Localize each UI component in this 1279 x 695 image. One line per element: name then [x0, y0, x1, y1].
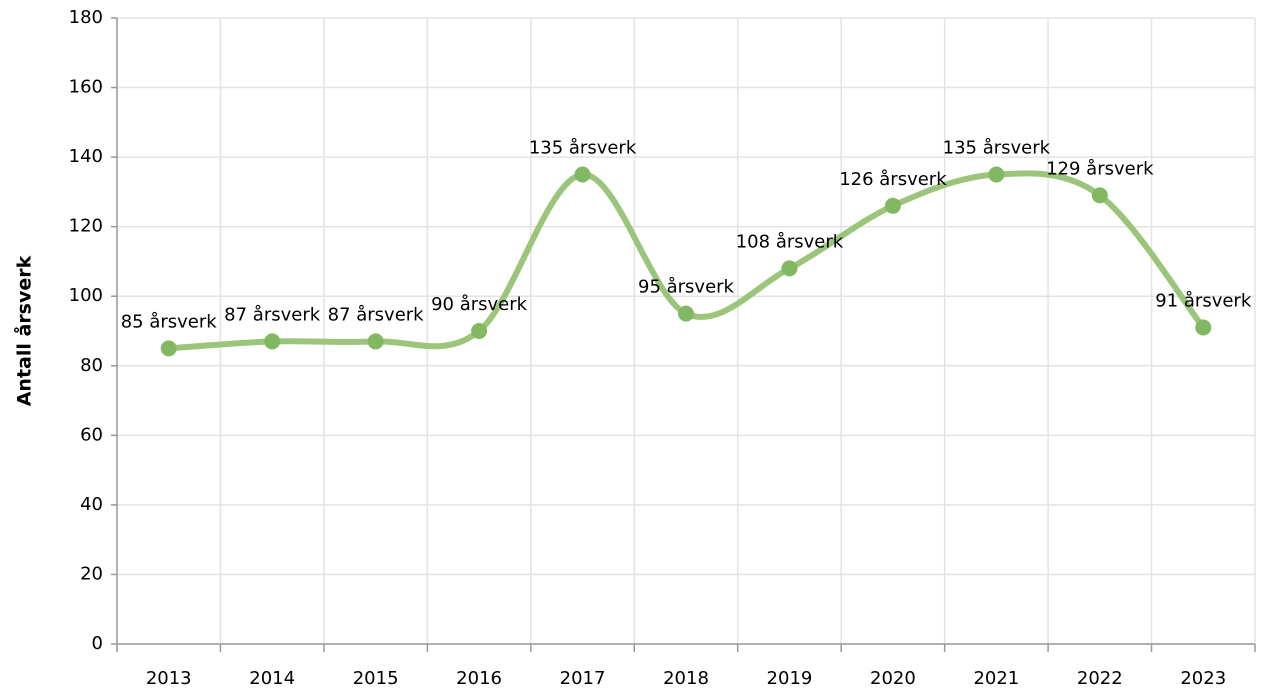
data-label: 95 årsverk [638, 277, 735, 298]
y-axis-label: Antall årsverk [12, 255, 36, 406]
point [367, 333, 384, 350]
x-tick-label: 2020 [870, 668, 916, 689]
data-label: 135 årsverk [529, 138, 637, 159]
data-label: 135 årsverk [943, 138, 1051, 159]
y-tick-label: 20 [80, 563, 103, 584]
point [988, 166, 1005, 183]
x-tick-label: 2015 [353, 668, 399, 689]
data-label: 85 årsverk [121, 311, 218, 332]
y-tick-label: 0 [92, 633, 103, 654]
x-tick-label: 2022 [1077, 668, 1123, 689]
data-label: 126 årsverk [839, 169, 947, 190]
point [884, 197, 901, 214]
data-label: 87 årsverk [328, 304, 425, 325]
x-tick-label: 2021 [973, 668, 1019, 689]
point [1091, 187, 1108, 204]
point [574, 166, 591, 183]
x-tick-label: 2017 [560, 668, 606, 689]
y-tick-label: 40 [80, 494, 103, 515]
x-tick-label: 2013 [146, 668, 192, 689]
data-label: 129 årsverk [1046, 158, 1154, 179]
point [160, 340, 177, 357]
y-tick-label: 80 [80, 355, 103, 376]
x-tick-label: 2019 [767, 668, 813, 689]
data-label: 90 årsverk [431, 294, 528, 315]
x-tick-label: 2016 [456, 668, 502, 689]
point [471, 323, 488, 339]
y-tick-label: 120 [69, 216, 103, 237]
x-tick-label: 2014 [249, 668, 295, 689]
point [678, 305, 694, 322]
y-tick-label: 160 [69, 77, 103, 98]
x-tick-label: 2023 [1180, 668, 1226, 689]
point [781, 260, 798, 277]
point [1195, 319, 1212, 336]
y-tick-label: 100 [69, 285, 103, 306]
data-label: 91 årsverk [1155, 291, 1252, 312]
y-tick-label: 140 [69, 146, 103, 167]
data-label: 108 årsverk [736, 231, 844, 252]
x-tick-label: 2018 [663, 668, 709, 689]
data-label: 87 årsverk [224, 304, 321, 325]
y-tick-label: 60 [80, 424, 103, 445]
point [264, 333, 281, 350]
y-tick-label: 180 [69, 7, 103, 28]
